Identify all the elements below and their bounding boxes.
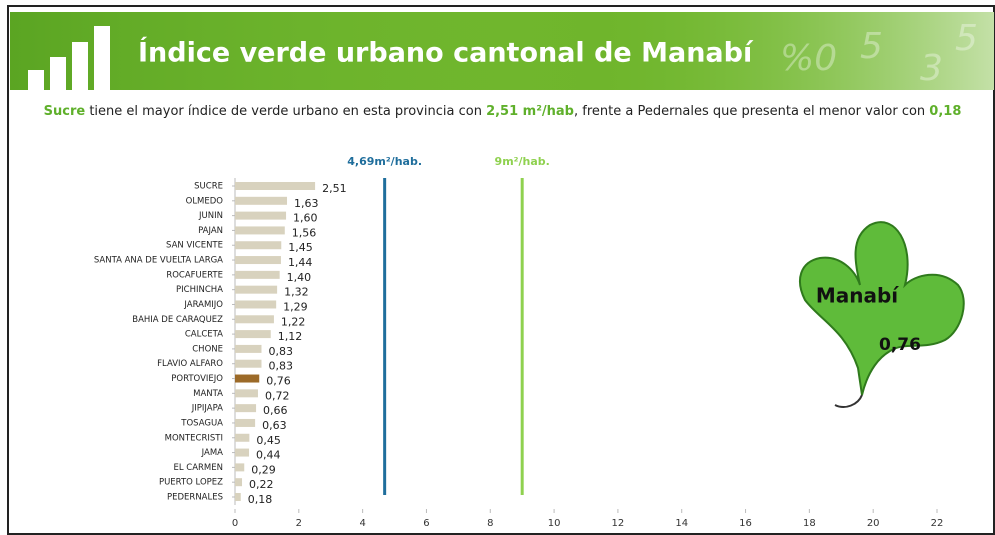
bar <box>235 345 261 353</box>
reference-label: 9m²/hab. <box>495 155 550 168</box>
bar <box>235 286 277 294</box>
value-label: 0,72 <box>265 389 290 402</box>
value-label: 0,63 <box>262 419 287 432</box>
value-label: 1,12 <box>278 330 303 343</box>
y-tick-label: CALCETA <box>185 330 223 340</box>
bar <box>235 315 274 323</box>
x-tick-label: 22 <box>931 518 944 529</box>
value-label: 1,44 <box>288 256 313 269</box>
y-tick-label: ROCAFUERTE <box>166 270 223 280</box>
value-label: 0,83 <box>268 360 293 373</box>
value-label: 1,22 <box>281 315 306 328</box>
y-tick-label: MONTECRISTI <box>165 433 223 443</box>
y-tick-label: TOSAGUA <box>180 418 223 428</box>
y-tick-label: JUNIN <box>198 211 223 221</box>
y-tick-label: MANTA <box>193 389 223 399</box>
bar <box>235 434 249 442</box>
svg-text:5: 5 <box>955 18 978 59</box>
y-tick-label: SANTA ANA DE VUELTA LARGA <box>94 256 223 266</box>
bar <box>235 271 280 279</box>
y-tick-label: CHONE <box>192 344 223 354</box>
value-label: 1,32 <box>284 286 309 299</box>
bar <box>235 360 261 368</box>
y-tick-label: PAJAN <box>198 226 223 236</box>
y-tick-label: SAN VICENTE <box>166 241 223 251</box>
bar <box>235 449 249 457</box>
bar <box>235 300 276 308</box>
bar <box>235 182 315 190</box>
bar <box>235 375 259 383</box>
value-label: 0,44 <box>256 449 281 462</box>
bar <box>235 389 258 397</box>
value-label: 0,22 <box>249 478 274 491</box>
y-tick-label: OLMEDO <box>186 196 224 206</box>
bar <box>235 463 244 471</box>
x-tick-label: 16 <box>739 518 752 529</box>
value-label: 1,56 <box>292 226 317 239</box>
bar <box>235 197 287 205</box>
y-tick-label: FLAVIO ALFARO <box>157 359 223 369</box>
reference-label: 4,69m²/hab. <box>347 155 422 168</box>
value-label: 1,29 <box>283 300 308 313</box>
value-label: 0,45 <box>256 434 281 447</box>
y-tick-label: SUCRE <box>194 182 223 192</box>
y-tick-label: JAMA <box>201 448 224 458</box>
value-label: 1,63 <box>294 197 319 210</box>
x-tick-label: 0 <box>232 518 238 529</box>
subtitle-highlight: 0,18 <box>929 104 961 119</box>
bar <box>235 493 241 501</box>
x-tick-label: 20 <box>867 518 880 529</box>
page: %0 535 Índice verde urbano cantonal de Ma… <box>0 0 995 535</box>
y-tick-label: PICHINCHA <box>176 285 223 295</box>
x-tick-label: 8 <box>487 518 493 529</box>
bar <box>235 241 281 249</box>
y-tick-label: PEDERNALES <box>167 493 223 503</box>
x-tick-label: 12 <box>612 518 625 529</box>
bar <box>235 256 281 264</box>
value-label: 2,51 <box>322 182 347 195</box>
subtitle: Sucre tiene el mayor índice de verde urb… <box>15 102 990 121</box>
y-tick-label: BAHIA DE CARAQUEZ <box>132 315 223 325</box>
bar <box>235 330 271 338</box>
svg-text:3: 3 <box>920 48 943 89</box>
value-label: 1,45 <box>288 241 313 254</box>
subtitle-lead: Sucre <box>44 104 86 119</box>
annotation-label: Manabí <box>816 284 899 308</box>
bar <box>235 419 255 427</box>
x-tick-label: 2 <box>296 518 302 529</box>
value-label: 0,18 <box>248 493 273 506</box>
subtitle-text: tiene el mayor índice de verde urbano en… <box>85 104 486 119</box>
svg-text:5: 5 <box>860 26 883 67</box>
bar <box>235 226 285 234</box>
value-label: 1,40 <box>287 271 312 284</box>
x-tick-label: 4 <box>359 518 365 529</box>
value-label: 0,66 <box>263 404 288 417</box>
y-tick-label: JIPIJAPA <box>191 404 223 414</box>
value-label: 0,29 <box>251 463 276 476</box>
x-tick-label: 10 <box>548 518 561 529</box>
x-tick-label: 18 <box>803 518 816 529</box>
y-tick-label: PORTOVIEJO <box>171 374 223 384</box>
bar <box>235 404 256 412</box>
x-tick-label: 14 <box>675 518 688 529</box>
leaf-stem <box>835 395 862 407</box>
y-tick-label: JARAMIJO <box>183 300 223 310</box>
bar <box>235 212 286 220</box>
value-label: 0,83 <box>268 345 293 358</box>
annotation-value: 0,76 <box>879 335 921 355</box>
value-label: 0,76 <box>266 375 291 388</box>
bar <box>235 478 242 486</box>
chart: %0 535 Índice verde urbano cantonal de Ma… <box>0 0 995 535</box>
subtitle-highlight: 2,51 m²/hab <box>486 104 574 119</box>
y-tick-label: EL CARMEN <box>173 463 223 473</box>
value-label: 1,60 <box>293 212 318 225</box>
leaf <box>800 222 964 395</box>
svg-text:%0: %0 <box>780 38 837 79</box>
chart-title: Índice verde urbano cantonal de Manabí <box>138 37 754 69</box>
x-tick-label: 6 <box>423 518 429 529</box>
y-tick-label: PUERTO LOPEZ <box>159 478 223 488</box>
subtitle-text: , frente a Pedernales que presenta el me… <box>574 104 929 119</box>
